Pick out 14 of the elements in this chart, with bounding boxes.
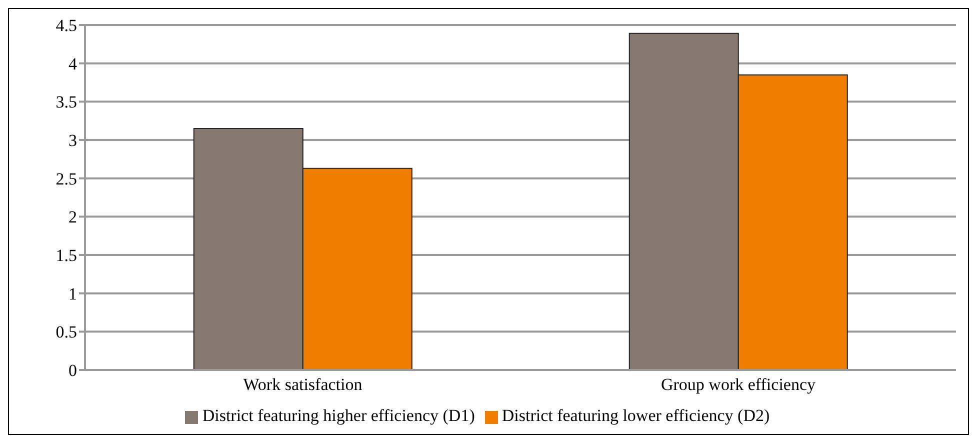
y-tick-label: 4	[68, 54, 78, 74]
x-tick-label: Group work efficiency	[660, 375, 816, 394]
legend-label: District featuring lower efficiency (D2)	[502, 406, 770, 425]
y-tick-label: 2.5	[56, 169, 77, 188]
y-tick-label: 0.5	[56, 322, 77, 342]
y-tick-label: 2	[68, 208, 77, 227]
y-tick-label: 3.5	[56, 92, 77, 112]
y-tick-label: 1	[68, 284, 77, 304]
legend-label: District featuring higher efficiency (D1)	[202, 406, 475, 425]
x-tick-label: Work satisfaction	[243, 375, 363, 394]
y-tick-label: 0	[68, 361, 77, 380]
y-tick-label: 3	[68, 131, 77, 150]
y-tick-label: 1.5	[56, 246, 77, 266]
y-tick-label: 4.5	[56, 16, 77, 36]
